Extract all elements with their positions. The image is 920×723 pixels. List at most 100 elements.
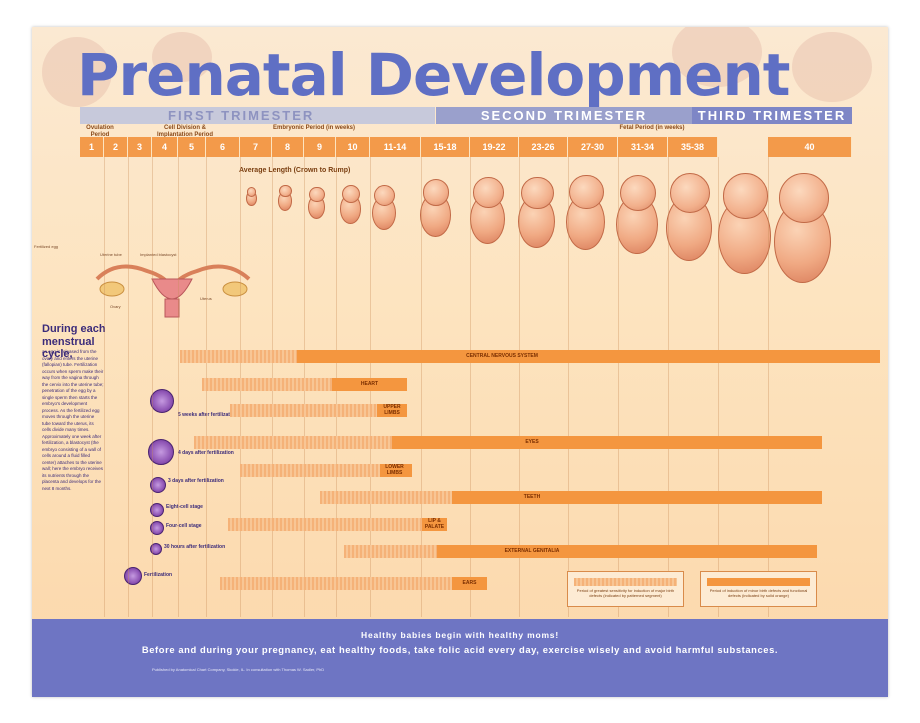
column-divider [104, 157, 105, 617]
cell-stage-image [148, 439, 174, 465]
cell-stage-label: 30 hours after fertilization [164, 544, 226, 550]
fetus-head [619, 175, 656, 212]
column-divider [470, 157, 471, 617]
week-header-11-14: 11-14 [370, 137, 421, 157]
first-trimester-label: FIRST TRIMESTER [80, 107, 435, 124]
bar-minor-period [452, 491, 822, 504]
bar-label: EXTERNAL GENITALIA [504, 547, 560, 554]
legend-major-defects: Period of greatest sensitivity for induc… [567, 571, 684, 607]
implanted-blastocyst-label: Implanted blastocyst [140, 252, 177, 257]
footer-banner: Healthy babies begin with healthy moms! … [32, 619, 888, 697]
cell-stage-image [150, 503, 164, 517]
column-divider [718, 157, 719, 617]
bar-critical-period [228, 518, 422, 531]
bar-critical-period [194, 436, 392, 449]
column-divider [152, 157, 153, 617]
cell-stage-image [150, 477, 166, 493]
cell-stage-label: 4 days after fertilization [178, 450, 234, 456]
bar-label: EYES [525, 438, 539, 445]
uterus-label: Uterus [200, 296, 212, 301]
legend-pattern-swatch [574, 578, 677, 586]
week-header-31-34: 31-34 [618, 137, 668, 157]
bar-label: CENTRAL NERVOUS SYSTEM [466, 352, 538, 359]
bar-minor-period [332, 378, 407, 391]
bar-critical-period [240, 464, 380, 477]
week-header-8: 8 [272, 137, 304, 157]
week-header-15-18: 15-18 [421, 137, 470, 157]
column-divider [618, 157, 619, 617]
bar-minor-period [392, 436, 822, 449]
week-header-35-38: 35-38 [668, 137, 718, 157]
footer-line-2: Before and during your pregnancy, eat he… [141, 644, 779, 655]
week-header-40: 40 [768, 137, 852, 157]
legend-minor-defects-text: Period of induction of minor birth defec… [709, 588, 808, 598]
poster: Prenatal Development FIRST TRIMESTER SEC… [32, 27, 888, 697]
bar-critical-period [220, 577, 452, 590]
week-header-7: 7 [240, 137, 272, 157]
column-divider [668, 157, 669, 617]
background-cell-image [152, 32, 212, 82]
column-divider [178, 157, 179, 617]
cell-stage-image [150, 389, 174, 413]
bar-minor-period [437, 545, 817, 558]
ovary-label: Ovary [110, 304, 121, 309]
bar-critical-period [230, 404, 377, 417]
footer-line-1: Healthy babies begin with healthy moms! [361, 630, 559, 640]
week-header-27-30: 27-30 [568, 137, 618, 157]
bar-minor-period [297, 350, 880, 363]
cell-stage-image [150, 521, 164, 535]
menstrual-cycle-heading: During each menstrual cycle, [42, 323, 106, 361]
menstrual-cycle-text: an egg is released from the ovary and en… [42, 349, 104, 491]
bar-label: UPPER LIMBS [383, 404, 401, 416]
bar-critical-period [344, 545, 437, 558]
legend-minor-defects: Period of induction of minor birth defec… [700, 571, 817, 607]
cell-division-period-label: Cell Division & Implantation Period [156, 125, 213, 138]
week-header-5: 5 [178, 137, 206, 157]
fetus-head [473, 177, 504, 208]
uterus-illustration [95, 264, 251, 318]
fetus-head [279, 185, 292, 198]
week-header-2: 2 [104, 137, 128, 157]
bar-label: LOWER LIMBS [385, 464, 404, 476]
footer-credits: Published by Anatomical Chart Company, S… [152, 667, 325, 672]
week-header-4: 4 [152, 137, 178, 157]
column-divider [128, 157, 129, 617]
fertilized-egg-label: Fertilized egg [34, 244, 59, 249]
background-cell-image [792, 32, 872, 102]
week-header-9: 9 [304, 137, 336, 157]
cell-stage-label: Eight-cell stage [166, 504, 203, 510]
legend-solid-swatch [707, 578, 810, 586]
second-trimester-label: SECOND TRIMESTER [436, 107, 692, 124]
page-title: Prenatal Development [77, 41, 790, 109]
week-header-1: 1 [80, 137, 104, 157]
bar-label: EARS [462, 579, 477, 586]
fetus-head [521, 177, 554, 210]
embryonic-period-label: Embryonic Period (in weeks) [272, 125, 356, 131]
cell-stage-label: Fertilization [144, 572, 173, 578]
cell-stage-label: 3 days after fertilization [168, 478, 224, 484]
fetus-head [569, 175, 604, 210]
bar-label: HEART [360, 380, 379, 387]
ovulation-period-label: Ovulation Period [86, 125, 114, 138]
bar-critical-period [320, 491, 452, 504]
fetus-head [722, 173, 769, 219]
week-header-23-26: 23-26 [519, 137, 568, 157]
legend-major-defects-text: Period of greatest sensitivity for induc… [576, 588, 675, 598]
fetus-head [422, 179, 450, 206]
column-divider [568, 157, 569, 617]
fetus-head [670, 173, 710, 213]
column-divider [768, 157, 769, 617]
fetus-head [341, 185, 360, 204]
bar-minor-period [380, 464, 412, 477]
average-length-label: Average Length (Crown to Rump) [239, 167, 351, 174]
cell-stage-image [124, 567, 142, 585]
bar-minor-period [422, 518, 447, 531]
week-header-3: 3 [128, 137, 152, 157]
background-cell-image [672, 27, 762, 87]
background-cell-image [42, 37, 112, 107]
third-trimester-label: THIRD TRIMESTER [692, 107, 852, 124]
bar-critical-period [202, 378, 332, 391]
week-header-6: 6 [206, 137, 240, 157]
fetus-head [309, 187, 325, 203]
week-header-19-22: 19-22 [470, 137, 519, 157]
